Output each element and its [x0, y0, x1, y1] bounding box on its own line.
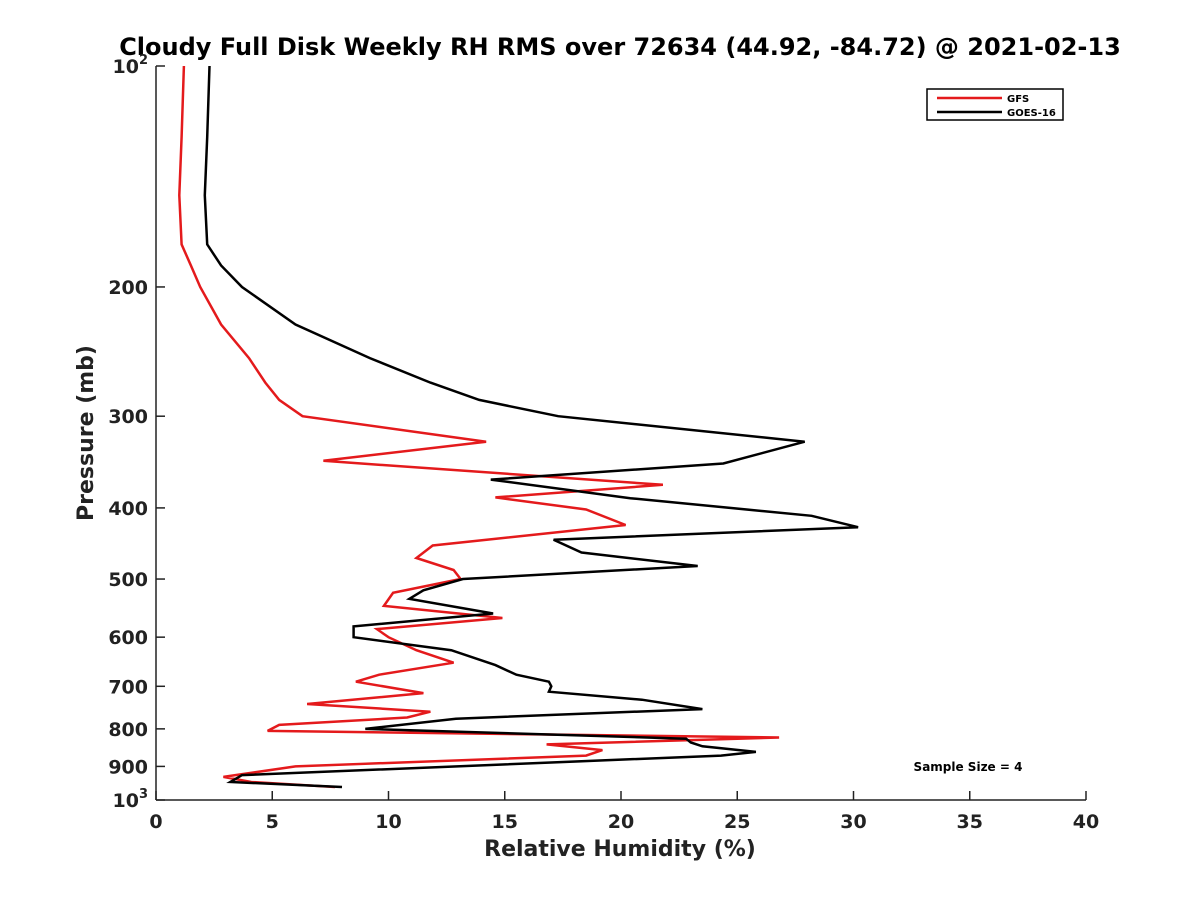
y-tick-label: 600 — [108, 627, 148, 649]
x-tick-label: 15 — [492, 811, 518, 833]
x-tick-label: 35 — [957, 811, 983, 833]
legend-label: GOES-16 — [1007, 108, 1056, 119]
x-tick-label: 40 — [1073, 811, 1099, 833]
legend-items: GFS GOES-16 — [937, 94, 1056, 119]
y-tick-label: 700 — [108, 676, 148, 698]
series-line-goes-16 — [203, 65, 859, 789]
x-tick-label: 10 — [375, 811, 401, 833]
x-tick-label: 5 — [266, 811, 279, 833]
legend-label: GFS — [1007, 94, 1029, 105]
y-tick-label: 500 — [108, 569, 148, 591]
x-tick-label: 25 — [724, 811, 750, 833]
y-tick-label: 400 — [108, 498, 148, 520]
legend: GFS GOES-16 — [926, 88, 1064, 121]
y-tick-label: 103 — [113, 787, 149, 812]
x-axis-label: Relative Humidity (%) — [484, 837, 756, 862]
x-tick-label: 20 — [608, 811, 634, 833]
y-tick-label: 900 — [108, 756, 148, 778]
series-line-gfs — [178, 65, 780, 789]
series-layer — [178, 65, 859, 789]
legend-box — [926, 88, 1064, 121]
x-tick-label: 30 — [840, 811, 866, 833]
x-tick-label: 0 — [149, 811, 162, 833]
x-axis-ticks: 0 5 10 15 20 25 30 35 40 — [149, 791, 1099, 833]
y-axis-label: Pressure (mb) — [74, 345, 99, 521]
y-tick-label: 800 — [108, 719, 148, 741]
y-tick-label: 200 — [108, 277, 148, 299]
plot-area — [178, 65, 859, 789]
chart-title: Cloudy Full Disk Weekly RH RMS over 7263… — [119, 33, 1121, 61]
axes: 0 5 10 15 20 25 30 35 40 102 200 300 400 500 600 700 80… — [108, 53, 1099, 833]
sample-size-annotation: Sample Size = 4 — [914, 760, 1023, 774]
y-axis-ticks: 102 200 300 400 500 600 700 800 900 103 — [108, 53, 165, 812]
y-tick-label: 300 — [108, 406, 148, 428]
y-tick-label: 102 — [113, 53, 149, 78]
